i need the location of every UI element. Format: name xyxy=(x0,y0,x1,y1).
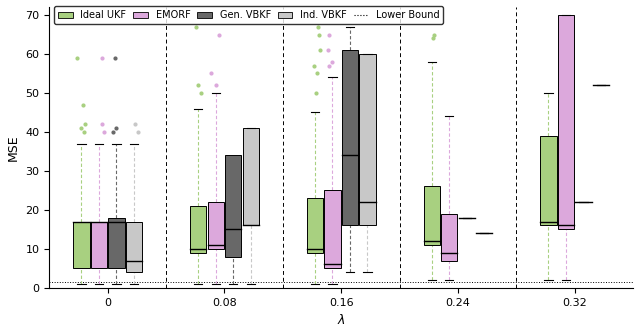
Bar xyxy=(108,218,125,268)
Bar xyxy=(441,214,458,261)
Bar xyxy=(557,15,574,229)
Bar xyxy=(91,221,107,268)
Bar xyxy=(540,136,557,225)
Bar xyxy=(324,190,340,268)
Bar xyxy=(342,50,358,225)
Y-axis label: MSE: MSE xyxy=(7,134,20,161)
Bar xyxy=(424,186,440,245)
Bar xyxy=(207,202,224,249)
Bar xyxy=(73,221,90,268)
Bar xyxy=(307,198,323,253)
X-axis label: $\lambda$: $\lambda$ xyxy=(337,313,346,327)
Bar xyxy=(190,206,206,253)
Bar xyxy=(225,155,241,257)
Bar xyxy=(126,221,142,272)
Bar xyxy=(243,128,259,225)
Bar xyxy=(359,54,376,225)
Legend: Ideal UKF, EMORF, Gen. VBKF, Ind. VBKF, Lower Bound: Ideal UKF, EMORF, Gen. VBKF, Ind. VBKF, … xyxy=(54,6,444,24)
